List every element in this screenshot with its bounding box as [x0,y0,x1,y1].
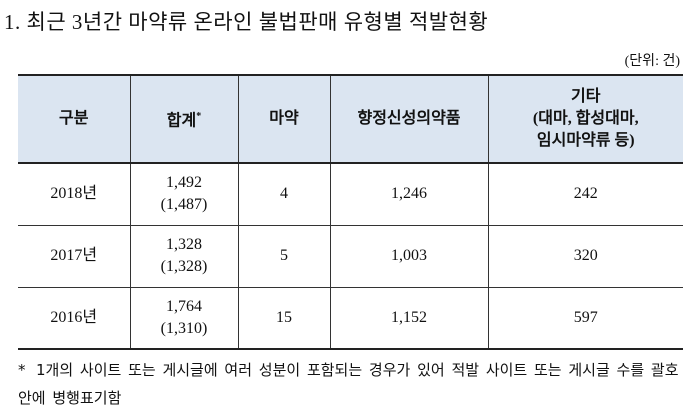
table: 구분 합계* 마약 향정신성의약품 기타 (대마, 합성대마, 임시마약류 등) 2018년… [18,74,683,350]
table-row: 2016년 1,764 (1,310) 15 1,152 597 [18,286,683,350]
header-cell: 합계* [129,74,239,164]
header-text: 합계 [166,112,197,130]
header-row: 구분 합계* 마약 향정신성의약품 기타 (대마, 합성대마, 임시마약류 등) [18,74,683,164]
cell-line: (1,487) [160,196,208,214]
table-cell: 597 [487,286,683,350]
table-cell: 5 [237,224,331,288]
footnote-text: 1개의 사이트 또는 게시글에 여러 성분이 포함되는 경우가 있어 적발 사이… [18,361,679,407]
cell-line: (1,328) [160,258,208,275]
cell-line: 1,328 [166,236,202,253]
footnote-mark: * [18,361,26,379]
table-cell: 1,328 (1,328) [129,224,239,288]
table-cell: 1,492 (1,487) [129,162,239,226]
table-cell: 320 [487,224,683,288]
header-cell: 마약 [237,74,331,164]
cell-line: 1,492 [166,174,202,192]
table-cell: 4 [237,162,331,226]
table-cell: 2016년 [18,286,131,350]
header-line: 기타 [571,88,601,105]
header-mark: * [196,110,202,122]
table-body: 2018년 1,492 (1,487) 4 1,246 242 2017년 1,328 (1,3… [18,162,683,350]
title: 1. 최근 3년간 마약류 온라인 불법판매 유형별 적발현황 [4,10,489,34]
header-cell: 기타 (대마, 합성대마, 임시마약류 등) [487,74,683,164]
table-row: 2018년 1,492 (1,487) 4 1,246 242 [18,162,683,226]
unit-note: (단위: 건) [624,54,680,69]
table-cell: 242 [487,162,683,226]
table-cell: 15 [237,286,331,350]
header-cell: 향정신성의약품 [329,74,489,164]
header-line: (대마, 합성대마, [532,110,639,127]
table-cell: 1,152 [329,286,489,350]
cell-line: (1,310) [160,319,208,337]
cell-line: 1,764 [166,297,202,315]
table-cell: 1,764 (1,310) [129,286,239,350]
header-cell: 구분 [18,74,131,164]
table-row: 2017년 1,328 (1,328) 5 1,003 320 [18,224,683,288]
table-cell: 2017년 [18,224,131,288]
header-line: 임시마약류 등) [536,132,635,149]
table-cell: 2018년 [18,162,131,226]
footnote: * 1개의 사이트 또는 게시글에 여러 성분이 포함되는 경우가 있어 적발 사… [18,356,686,412]
table-cell: 1,246 [329,162,489,226]
table-cell: 1,003 [329,224,489,288]
